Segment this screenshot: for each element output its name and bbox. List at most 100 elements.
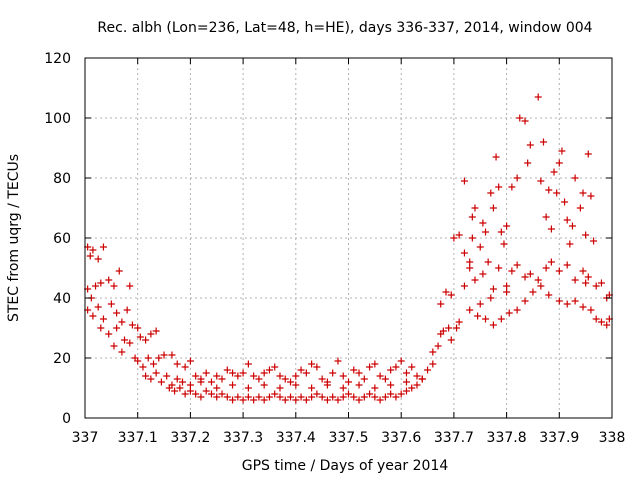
data-point (429, 349, 436, 356)
x-tick-label: 337.6 (381, 430, 421, 446)
data-point (466, 265, 473, 272)
x-tick-label: 337.2 (170, 430, 210, 446)
data-point (535, 277, 542, 284)
data-point (110, 343, 117, 350)
data-point (203, 370, 210, 377)
data-point (572, 277, 579, 284)
data-point (548, 259, 555, 266)
data-point (276, 385, 283, 392)
data-point (556, 298, 563, 305)
data-point (340, 385, 347, 392)
x-tick-label: 337.4 (276, 430, 316, 446)
data-point (537, 178, 544, 185)
y-tick-label: 80 (53, 171, 71, 187)
data-point (124, 307, 131, 314)
data-point (508, 184, 515, 191)
data-point (113, 325, 120, 332)
data-point (495, 184, 502, 191)
x-tick-label: 337.9 (539, 430, 579, 446)
data-point (537, 283, 544, 290)
data-point (503, 223, 510, 230)
data-point (498, 229, 505, 236)
data-point (580, 268, 587, 275)
data-point (453, 325, 460, 332)
data-point (110, 283, 117, 290)
data-point (398, 358, 405, 365)
data-point (471, 277, 478, 284)
data-point (490, 322, 497, 329)
y-tick-label: 100 (44, 111, 71, 127)
data-point (108, 301, 115, 308)
data-point (466, 307, 473, 314)
axis-ticks: 337 337.1 337.2 337.3 337.4 337.5 337.6 337.7 33… (44, 51, 625, 446)
data-point (587, 307, 594, 314)
data-point (340, 373, 347, 380)
data-point (229, 382, 236, 389)
data-point (506, 310, 513, 317)
data-point (545, 187, 552, 194)
data-point (429, 361, 436, 368)
data-point (403, 379, 410, 386)
data-point (498, 316, 505, 323)
data-point (113, 310, 120, 317)
data-point (564, 262, 571, 269)
data-point (543, 265, 550, 272)
data-point (493, 154, 500, 161)
data-point (485, 259, 492, 266)
data-point (208, 379, 215, 386)
data-point (361, 376, 368, 383)
data-point (387, 382, 394, 389)
data-point (495, 265, 502, 272)
data-point (116, 268, 123, 275)
x-tick-label: 338 (599, 430, 626, 446)
data-point (556, 160, 563, 167)
data-point (514, 307, 521, 314)
data-point (543, 214, 550, 221)
chart-title: Rec. albh (Lon=236, Lat=48, h=HE), days … (97, 20, 592, 36)
data-point (469, 235, 476, 242)
data-point (456, 319, 463, 326)
data-point (308, 385, 315, 392)
grid (85, 58, 612, 418)
data-point (89, 313, 96, 320)
data-point (474, 313, 481, 320)
x-tick-label: 337.8 (487, 430, 527, 446)
y-tick-label: 0 (62, 411, 71, 427)
data-point (466, 259, 473, 266)
data-point (580, 190, 587, 197)
data-point (100, 244, 107, 251)
data-point (105, 277, 112, 284)
data-point (556, 268, 563, 275)
data-point (569, 223, 576, 230)
data-point (582, 280, 589, 287)
data-point (461, 178, 468, 185)
data-point (95, 256, 102, 263)
data-point (461, 250, 468, 257)
data-point (371, 385, 378, 392)
data-point (461, 283, 468, 290)
data-point (582, 232, 589, 239)
data-point (261, 382, 268, 389)
data-point (482, 229, 489, 236)
data-point (545, 292, 552, 299)
data-point (403, 370, 410, 377)
x-tick-label: 337.1 (118, 430, 158, 446)
data-point (564, 217, 571, 224)
data-point (514, 262, 521, 269)
data-point (356, 382, 363, 389)
x-tick-label: 337.3 (223, 430, 263, 446)
data-point (213, 385, 220, 392)
x-tick-label: 337.7 (434, 430, 474, 446)
y-tick-label: 120 (44, 51, 71, 67)
data-point (174, 361, 181, 368)
data-point (245, 385, 252, 392)
data-point (585, 151, 592, 158)
data-point (503, 289, 510, 296)
data-point (118, 349, 125, 356)
data-point (587, 193, 594, 200)
data-point (477, 301, 484, 308)
x-axis-label: GPS time / Days of year 2014 (242, 458, 449, 474)
data-point (163, 373, 170, 380)
data-point (527, 142, 534, 149)
data-point (522, 298, 529, 305)
